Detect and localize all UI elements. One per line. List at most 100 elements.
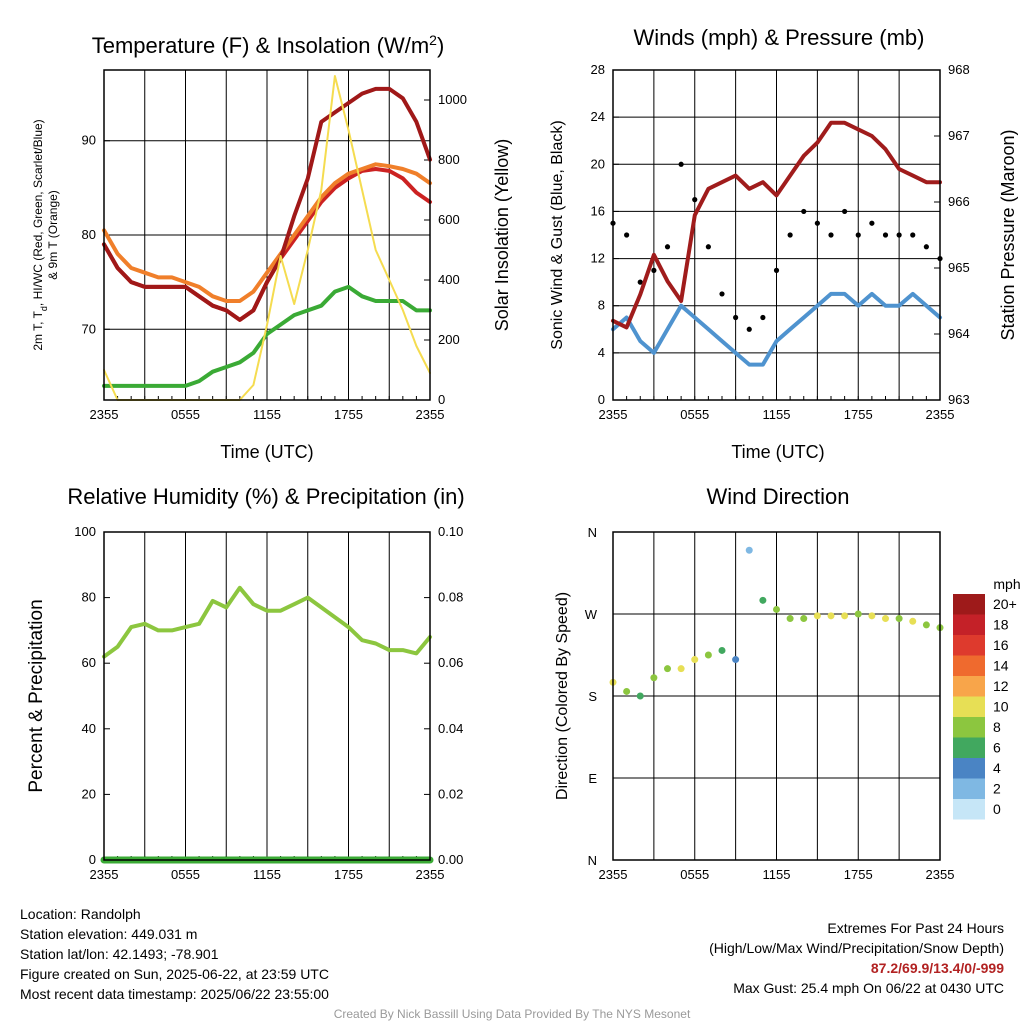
gust-point	[664, 244, 671, 250]
direction-point	[704, 651, 712, 659]
credit-line: Created By Nick Bassill Using Data Provi…	[333, 1007, 691, 1021]
direction-point	[650, 674, 658, 682]
colorbar: 20+ 18 16 14 12 10 8 6 4 2 0	[953, 594, 1017, 820]
x-tick-label: 2355	[90, 407, 119, 422]
gust-point	[923, 244, 929, 250]
gust-point	[882, 232, 889, 238]
colorbar-tick-label: 8	[993, 719, 1001, 735]
direction-point	[841, 612, 849, 620]
direction-point	[868, 612, 876, 620]
direction-point	[813, 612, 821, 620]
colorbar-tick-label: 2	[993, 781, 1001, 797]
gust-point	[637, 279, 643, 285]
direction-title: Wind Direction	[706, 484, 849, 509]
y-tick-label-right: 0.02	[438, 786, 463, 801]
winds-ylabel-left: Sonic Wind & Gust (Blue, Black)	[549, 120, 566, 349]
y-tick-label-right: 964	[948, 326, 970, 341]
gust-point	[814, 220, 820, 226]
extremes-fields: (High/Low/Max Wind/Precipitation/Snow De…	[709, 940, 1004, 956]
x-tick-label: 2355	[926, 407, 955, 422]
y-tick-label-right: 1000	[438, 92, 467, 107]
colorbar-swatch	[953, 737, 985, 758]
direction-point	[745, 546, 753, 554]
direction-point	[623, 687, 631, 695]
gust-point	[692, 197, 698, 203]
y-tick-label-left: 8	[598, 298, 605, 313]
direction-tick-label: W	[585, 607, 598, 622]
winds-title: Winds (mph) & Pressure (mb)	[634, 25, 925, 50]
colorbar-swatch	[953, 778, 985, 799]
y-tick-label-left: 40	[82, 721, 96, 736]
gust-point	[746, 326, 752, 332]
colorbar-tick-label: 0	[993, 801, 1001, 817]
x-tick-label: 2355	[926, 867, 955, 882]
temperature-title: Temperature (F) & Insolation (W/m2)	[92, 32, 445, 58]
station-elevation: Station elevation: 449.031 m	[20, 926, 198, 942]
direction-point	[718, 646, 726, 654]
colorbar-swatch	[953, 594, 985, 615]
series-line-temperature_9m	[102, 162, 432, 303]
colorbar-swatch	[953, 676, 985, 697]
plot-frame	[103, 69, 431, 401]
x-tick-label: 2355	[416, 867, 445, 882]
y-tick-label-left: 90	[82, 133, 96, 148]
direction-point	[827, 612, 835, 620]
y-tick-label-left: 20	[591, 156, 605, 171]
x-tick-label: 0555	[680, 867, 709, 882]
colorbar-tick-label: 10	[993, 699, 1009, 715]
temperature-ylabel-left: 2m T, Td, HI/WC (Red, Green, Scarlet/Blu…	[31, 119, 49, 350]
station-location: Location: Randolph	[20, 906, 141, 922]
temperature-ylabel-right: Solar Insolation (Yellow)	[492, 139, 512, 331]
station-latlon: Station lat/lon: 42.1493; -78.901	[20, 946, 219, 962]
gust-point	[624, 232, 630, 238]
y-tick-label-right: 400	[438, 272, 460, 287]
x-tick-label: 1755	[334, 407, 363, 422]
direction-panel: Wind Direction 2355 0555 1155 1755 2355NESWN…	[554, 484, 1021, 882]
direction-tick-label: N	[588, 853, 597, 868]
direction-tick-label: N	[588, 525, 597, 540]
y-tick-label-left: 28	[591, 62, 605, 77]
x-tick-label: 0555	[680, 407, 709, 422]
direction-point	[636, 692, 644, 700]
gust-point	[733, 314, 739, 321]
x-tick-label: 1155	[253, 867, 281, 882]
temperature-panel: Temperature (F) & Insolation (W/m2) 2355…	[31, 32, 512, 462]
y-tick-label-right: 0.08	[438, 590, 463, 605]
y-tick-label-right: 968	[948, 62, 970, 77]
y-tick-label-right: 966	[948, 194, 970, 209]
y-tick-label-right: 0	[438, 392, 445, 407]
x-tick-label: 2355	[90, 867, 119, 882]
direction-tick-label: E	[588, 771, 597, 786]
gust-point	[705, 244, 711, 250]
gust-point	[787, 232, 793, 238]
x-tick-label: 1755	[334, 867, 363, 882]
y-tick-label-right: 963	[948, 392, 970, 407]
gust-point	[842, 208, 848, 215]
colorbar-tick-label: 16	[993, 637, 1009, 653]
y-tick-label-left: 4	[598, 345, 605, 360]
temperature-xlabel: Time (UTC)	[220, 442, 313, 462]
series-line-pressure	[611, 120, 942, 330]
colorbar-tick-label: 6	[993, 740, 1001, 756]
y-tick-label-right: 0.10	[438, 524, 463, 539]
colorbar-tick-label: 12	[993, 678, 1009, 694]
y-tick-label-left: 70	[82, 321, 96, 336]
gust-point	[869, 220, 875, 226]
direction-point	[732, 656, 740, 664]
direction-point	[895, 615, 903, 623]
x-tick-label: 0555	[171, 867, 200, 882]
winds-plot: 2355 0555 1155 1755 235504812162024289639649…	[591, 62, 970, 422]
y-tick-label-left: 0	[89, 852, 96, 867]
y-tick-label-left: 80	[82, 227, 96, 242]
y-tick-label-left: 100	[74, 524, 96, 539]
direction-point	[882, 615, 889, 623]
extremes-values: 87.2/69.9/13.4/0/-999	[870, 960, 1004, 976]
series-line-heat_index	[102, 86, 432, 322]
y-tick-label-left: 16	[591, 203, 605, 218]
y-tick-label-right: 967	[948, 128, 970, 143]
colorbar-swatch	[953, 758, 985, 779]
gust-point	[760, 314, 766, 321]
gust-point	[896, 232, 902, 238]
